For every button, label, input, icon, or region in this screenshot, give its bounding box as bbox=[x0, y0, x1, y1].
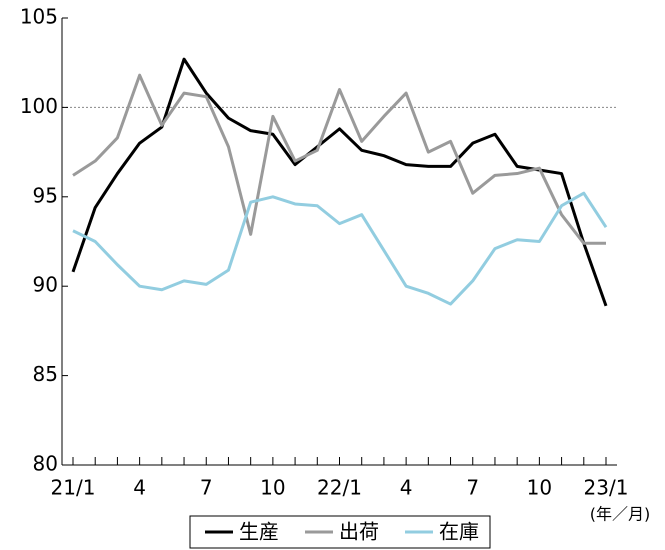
x-tick-label: 22/1 bbox=[317, 476, 362, 500]
x-tick-label: 23/1 bbox=[584, 476, 629, 500]
x-tick-label: 10 bbox=[260, 476, 285, 500]
x-tick-label: 7 bbox=[200, 476, 213, 500]
y-tick-label: 90 bbox=[33, 273, 58, 297]
series-line bbox=[72, 191, 608, 306]
legend-box bbox=[189, 515, 491, 549]
series-line bbox=[72, 73, 606, 245]
x-tick-label: 7 bbox=[466, 476, 479, 500]
legend-label: 出荷 bbox=[339, 520, 379, 544]
x-tick-label: 4 bbox=[400, 476, 413, 500]
y-tick-label: 80 bbox=[33, 452, 58, 476]
legend-label: 生産 bbox=[239, 520, 279, 544]
x-tick-label: 10 bbox=[527, 476, 552, 500]
x-tick-label: 4 bbox=[133, 476, 146, 500]
y-tick-label: 95 bbox=[33, 183, 58, 207]
x-axis-label: (年／月) bbox=[590, 505, 651, 524]
y-tick-label: 100 bbox=[20, 94, 58, 118]
series-line bbox=[71, 57, 608, 307]
y-tick-label: 85 bbox=[33, 362, 58, 386]
y-tick-label: 105 bbox=[20, 5, 58, 29]
x-tick-label: 21/1 bbox=[51, 476, 96, 500]
legend-label: 在庫 bbox=[439, 520, 479, 544]
